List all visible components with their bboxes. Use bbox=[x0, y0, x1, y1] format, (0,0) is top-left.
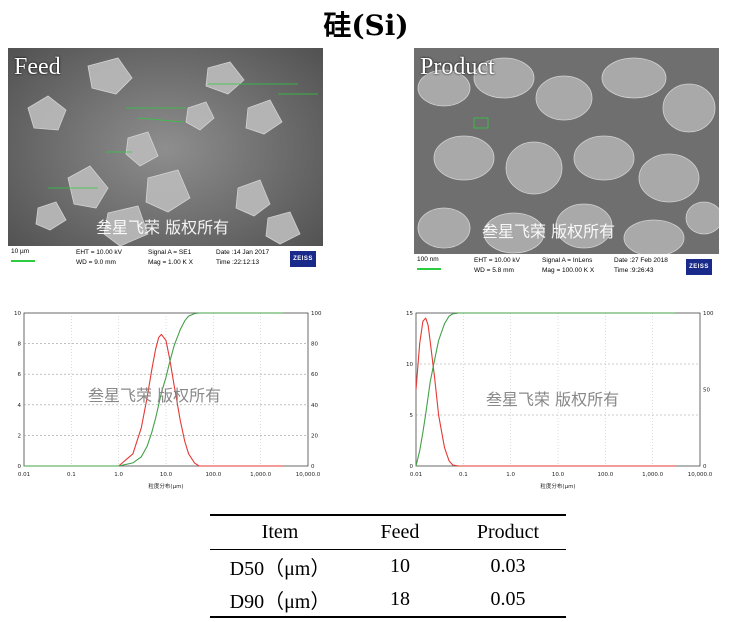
date-value: Date :14 Jan 2017 bbox=[216, 249, 270, 256]
header-feed: Feed bbox=[380, 521, 420, 543]
y-right-tick-label: 50 bbox=[703, 388, 710, 394]
x-tick-label: 0.1 bbox=[459, 472, 468, 478]
y-left-tick-label: 15 bbox=[406, 311, 413, 317]
cell-feed: 10 bbox=[390, 555, 410, 577]
y-left-tick-label: 0 bbox=[410, 464, 414, 470]
sem-micrograph-feed bbox=[8, 48, 323, 272]
table-header-row: Item Feed Product bbox=[210, 515, 566, 550]
watermark: 叁星飞荣 版权所有 bbox=[482, 222, 616, 241]
y-right-tick-label: 0 bbox=[703, 464, 707, 470]
sem-image-product: Product 叁星飞荣 版权所有 100 nm EHT = 10.00 kV … bbox=[414, 48, 719, 280]
time-value: Time :9:26:43 bbox=[614, 267, 654, 274]
cell-item: D90（μm） bbox=[229, 591, 331, 613]
particle-size-chart-feed: 0 2 4 6 8 10 0 20 40 60 80 100 0.01 0.1 1.0 10.0 100.0 1,… bbox=[8, 300, 330, 500]
sem-info-bar: 10 µm EHT = 10.00 kV WD = 9.0 mm Signal … bbox=[8, 246, 323, 272]
particle-size-chart-product: 0 5 10 15 0 50 100 0.01 0.1 1.0 10.0 100.0 1,000.0 10… bbox=[400, 300, 722, 500]
y-left-tick-label: 10 bbox=[406, 362, 413, 368]
header-item: Item bbox=[261, 521, 299, 543]
watermark: 叁星飞荣 版权所有 bbox=[88, 386, 222, 405]
y-left-tick-label: 5 bbox=[410, 413, 414, 419]
watermark: 叁星飞荣 版权所有 bbox=[486, 390, 620, 409]
cumulative-line bbox=[24, 312, 284, 467]
time-value: Time :22:12:13 bbox=[216, 259, 260, 266]
cell-product: 0.05 bbox=[490, 588, 526, 610]
sem-image-feed: Feed 叁星飞荣 版权所有 10 µm EHT = 10.00 kV WD =… bbox=[8, 48, 323, 272]
y-left-tick-label: 4 bbox=[18, 403, 22, 409]
eht-value: EHT = 10.00 kV bbox=[76, 249, 122, 256]
x-tick-label: 1.0 bbox=[114, 472, 123, 478]
y-left-tick-label: 6 bbox=[18, 372, 22, 378]
signal-value: Signal A = InLens bbox=[542, 257, 593, 264]
distribution-line bbox=[415, 317, 676, 467]
zeiss-logo: ZEISS bbox=[686, 259, 712, 275]
y-right-tick-label: 0 bbox=[311, 464, 315, 470]
x-tick-label: 0.1 bbox=[67, 472, 76, 478]
y-right-tick-label: 80 bbox=[311, 342, 318, 348]
header-product: Product bbox=[476, 521, 540, 543]
sem-info-bar: 100 nm EHT = 10.00 kV WD = 5.8 mm Signal… bbox=[414, 254, 719, 280]
sem-label-feed: Feed bbox=[14, 54, 61, 80]
y-left-tick-label: 2 bbox=[18, 433, 22, 439]
mag-value: Mag = 1.00 K X bbox=[148, 259, 193, 266]
scale-bar bbox=[11, 260, 35, 262]
y-right-tick-label: 40 bbox=[311, 403, 318, 409]
wd-value: WD = 9.0 mm bbox=[76, 259, 116, 266]
y-left-tick-label: 0 bbox=[18, 464, 22, 470]
x-tick-label: 100.0 bbox=[597, 472, 613, 478]
y-right-tick-label: 20 bbox=[311, 433, 318, 439]
watermark: 叁星飞荣 版权所有 bbox=[96, 218, 230, 237]
cell-item: D50（μm） bbox=[229, 558, 331, 580]
scale-bar-label: 10 µm bbox=[11, 248, 30, 255]
sem-label-product: Product bbox=[420, 54, 495, 80]
x-tick-label: 10,000.0 bbox=[688, 472, 713, 478]
y-left-tick-label: 8 bbox=[18, 342, 22, 348]
x-axis-label: 粒度分布(µm) bbox=[540, 482, 575, 490]
page-title: 硅(Si) bbox=[323, 9, 409, 42]
x-tick-label: 10.0 bbox=[552, 472, 565, 478]
y-left-tick-label: 10 bbox=[14, 311, 21, 317]
y-right-tick-label: 100 bbox=[311, 311, 322, 317]
y-right-tick-label: 100 bbox=[703, 311, 714, 317]
x-tick-label: 1,000.0 bbox=[250, 472, 271, 478]
x-tick-label: 1,000.0 bbox=[642, 472, 663, 478]
signal-value: Signal A = SE1 bbox=[148, 249, 192, 256]
x-tick-label: 1.0 bbox=[506, 472, 515, 478]
table-row: D90（μm） 18 0.05 bbox=[210, 583, 566, 617]
y-right-tick-label: 60 bbox=[311, 372, 318, 378]
x-tick-label: 10.0 bbox=[160, 472, 173, 478]
scale-bar bbox=[417, 268, 441, 270]
mag-value: Mag = 100.00 K X bbox=[542, 267, 595, 274]
results-table: Item Feed Product D50（μm） 10 0.03 D90（μm… bbox=[210, 514, 566, 618]
distribution-line bbox=[118, 333, 284, 467]
x-tick-label: 10,000.0 bbox=[296, 472, 321, 478]
table-row: D50（μm） 10 0.03 bbox=[210, 550, 566, 584]
eht-value: EHT = 10.00 kV bbox=[474, 257, 520, 264]
x-tick-label: 0.01 bbox=[410, 472, 422, 478]
cumulative-line bbox=[415, 312, 676, 467]
x-axis-label: 粒度分布(µm) bbox=[148, 482, 183, 490]
x-tick-label: 100.0 bbox=[205, 472, 221, 478]
zeiss-logo: ZEISS bbox=[290, 251, 316, 267]
scale-bar-label: 100 nm bbox=[417, 256, 439, 263]
cell-product: 0.03 bbox=[490, 555, 526, 577]
date-value: Date :27 Feb 2018 bbox=[614, 257, 668, 264]
cell-feed: 18 bbox=[390, 588, 410, 610]
x-tick-label: 0.01 bbox=[18, 472, 30, 478]
sem-micrograph-product bbox=[414, 48, 719, 280]
wd-value: WD = 5.8 mm bbox=[474, 267, 514, 274]
